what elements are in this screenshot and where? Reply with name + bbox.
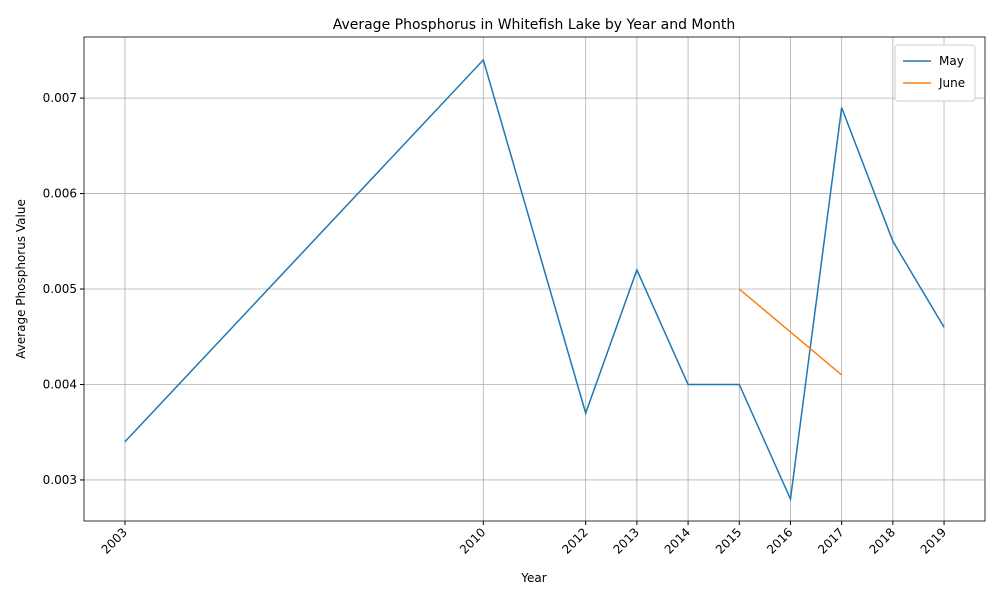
y-tick-label: 0.003 bbox=[43, 473, 77, 487]
x-tick-label: 2017 bbox=[815, 525, 846, 556]
x-tick-label: 2019 bbox=[918, 525, 949, 556]
line-series bbox=[738, 288, 843, 376]
y-tick-label: 0.005 bbox=[43, 282, 77, 296]
y-tick-label: 0.004 bbox=[43, 377, 77, 391]
x-tick-label: 2015 bbox=[713, 525, 744, 556]
legend-label: June bbox=[938, 76, 965, 90]
legend-box bbox=[894, 44, 976, 102]
x-tick-label: 2014 bbox=[662, 525, 693, 556]
x-tick-label: 2010 bbox=[457, 525, 488, 556]
x-tick-label: 2013 bbox=[611, 525, 642, 556]
chart-title: Average Phosphorus in Whitefish Lake by … bbox=[333, 17, 736, 33]
x-tick-label: 2016 bbox=[764, 525, 795, 556]
y-tick-label: 0.007 bbox=[43, 91, 77, 105]
y-tick-label: 0.006 bbox=[43, 187, 77, 201]
x-tick-label: 2018 bbox=[866, 525, 897, 556]
y-axis-label: Average Phosphorus Value bbox=[14, 199, 28, 359]
x-tick-label: 2003 bbox=[99, 525, 130, 556]
plot-frame bbox=[83, 36, 986, 522]
line-series bbox=[124, 58, 945, 502]
x-axis-label: Year bbox=[520, 571, 546, 585]
legend-label: May bbox=[939, 54, 964, 68]
x-tick-label: 2012 bbox=[559, 525, 590, 556]
